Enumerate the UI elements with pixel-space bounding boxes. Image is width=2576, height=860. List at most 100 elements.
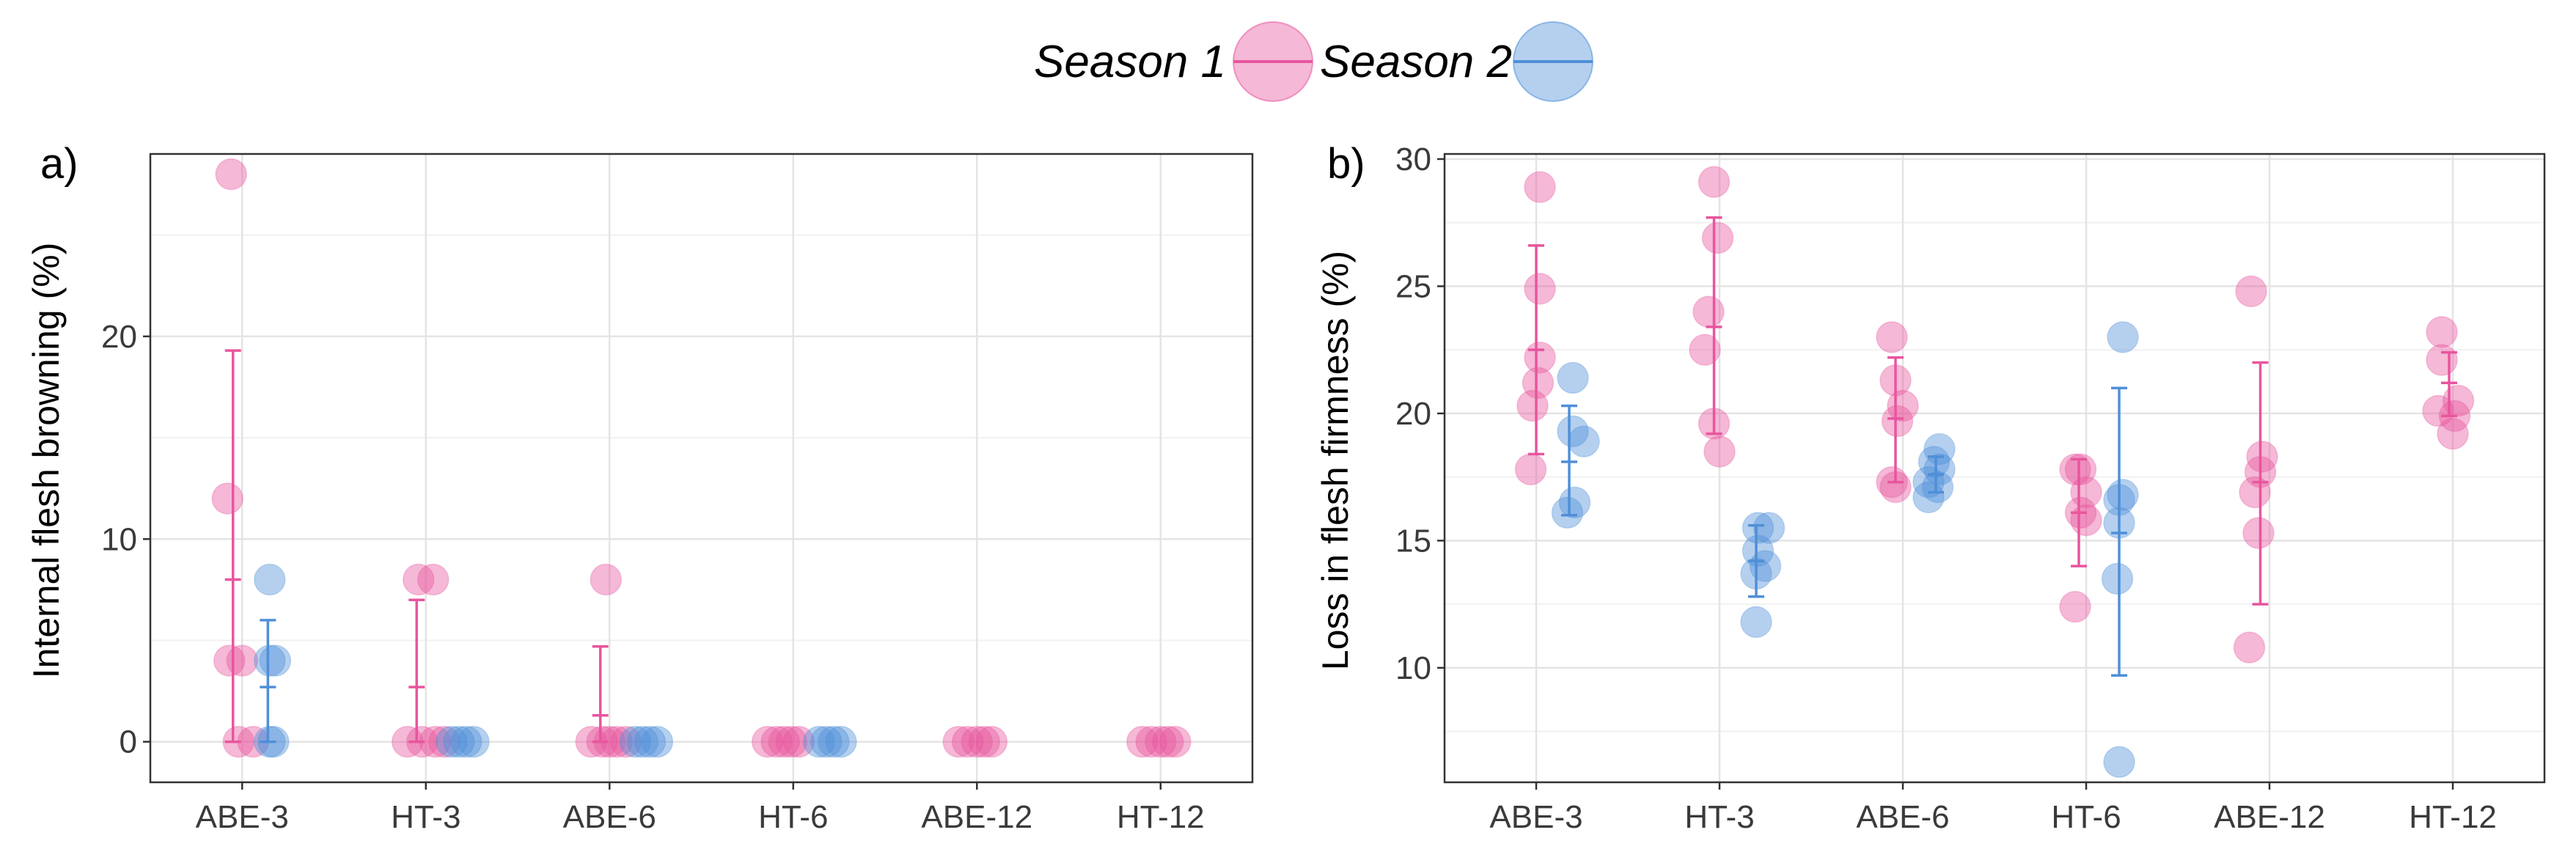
panel-a-point-season-1 <box>211 482 243 515</box>
panel-b-xtick-label: ABE-12 <box>2214 799 2325 835</box>
panel-a-ylabel: Internal flesh browning (%) <box>26 243 67 679</box>
panel-b-point-season-1 <box>2426 316 2458 348</box>
panel-b-errorbar-season-2 <box>1928 455 1944 494</box>
panel-b-errorbar-season-1 <box>2441 350 2457 418</box>
panel-a-point-season-1 <box>1152 725 1184 758</box>
panel-a-point-season-2 <box>810 725 843 758</box>
panel-b-errorbar-season-1 <box>2252 361 2269 606</box>
panel-a-point-season-2 <box>259 644 292 677</box>
panel-b-point-season-2 <box>1912 481 1945 514</box>
panel-b-point-season-1 <box>1689 334 1721 366</box>
panel-b-point-season-2 <box>2103 746 2135 778</box>
panel-b-point-season-1 <box>2059 590 2091 623</box>
panel-a-point-season-1 <box>782 725 815 758</box>
panel-b-point-season-1 <box>2235 275 2267 308</box>
panel-b-point-season-2 <box>1551 496 1584 529</box>
panel-b-point-season-2 <box>1742 512 1775 544</box>
legend: Season 1 Season 2 <box>1034 21 1593 102</box>
panel-a-point-season-2 <box>634 725 667 758</box>
panel-a-ytick-label: 10 <box>101 521 137 557</box>
panel-a-xtick-label: ABE-3 <box>196 799 289 835</box>
panel-a-point-season-1 <box>975 725 1008 758</box>
panel-b-point-season-1 <box>2070 504 2102 537</box>
panel-b-point-season-1 <box>1703 435 1736 468</box>
panel-b-point-season-2 <box>1557 415 1589 447</box>
panel-b-point-season-2 <box>1557 361 1589 394</box>
panel-a-point-season-1 <box>968 725 1001 758</box>
panel-a-point-season-1 <box>768 725 800 758</box>
legend-key-season-1 <box>1233 21 1313 102</box>
panel-a-point-season-1 <box>760 725 793 758</box>
panel-b-point-season-1 <box>2437 417 2469 450</box>
panel-b-label: b) <box>1327 140 1365 188</box>
panel-a-point-season-2 <box>458 725 490 758</box>
panel-b-point-season-1 <box>2064 453 2097 485</box>
panel-b-point-season-1 <box>1524 273 1556 305</box>
legend-key-season-2 <box>1513 21 1593 102</box>
panel-b-xtick-label: ABE-3 <box>1489 799 1582 835</box>
panel-a-point-season-2 <box>825 725 857 758</box>
panel-a-point-season-1 <box>428 725 460 758</box>
panel-a-point-season-1 <box>951 725 984 758</box>
panel-a-point-season-1 <box>402 563 435 596</box>
panel-a-point-season-1 <box>775 725 807 758</box>
panel-b-point-season-2 <box>2107 479 2139 511</box>
panel-a-point-season-1 <box>1135 725 1167 758</box>
panel-b-point-season-2 <box>1742 534 1775 567</box>
panel-a-point-season-2 <box>254 644 286 677</box>
panel-b-point-season-1 <box>1698 166 1731 198</box>
panel-b-ylabel: Loss in flesh firmness (%) <box>1315 251 1356 670</box>
panel-a-point-season-2 <box>641 725 674 758</box>
panel-b-xtick-label: HT-3 <box>1684 799 1754 835</box>
panel-b-point-season-1 <box>1881 405 1914 438</box>
panel-b-point-season-2 <box>2101 562 2134 595</box>
panel-a-point-season-2 <box>619 725 652 758</box>
panel-b-point-season-1 <box>1516 389 1549 422</box>
panel-b-point-season-1 <box>1514 453 1547 485</box>
panel-a-ytick-label: 0 <box>120 724 137 760</box>
panel-b-border <box>1443 152 2546 784</box>
panel-a-point-season-2 <box>450 725 482 758</box>
legend-label-season-1: Season 1 <box>1034 37 1226 87</box>
panel-b-plot: 10 15 20 25 30 ABE-3 HT-3 ABE-6 HT-6 ABE-12 HT-12 <box>1395 142 2546 835</box>
panel-a-point-season-1 <box>610 725 642 758</box>
panel-a-point-season-1 <box>942 725 975 758</box>
panel-a-point-season-1 <box>226 644 258 677</box>
panel-b-errorbar-season-2 <box>2111 386 2127 677</box>
panel-b-point-season-1 <box>2442 384 2475 417</box>
panel-b-point-season-1 <box>2242 517 2275 549</box>
panel-a-errorbar-season-1 <box>224 349 241 743</box>
panel-b-point-season-2 <box>2107 321 2139 353</box>
panel-a-point-season-1 <box>417 563 449 596</box>
panel-b-point-season-2 <box>1558 486 1591 519</box>
panel-b-ytick-label: 30 <box>1395 142 1431 177</box>
panel-a-errorbar-season-1 <box>592 645 609 743</box>
panel-b-errorbar-season-1 <box>1706 216 1722 435</box>
panel-b-ytick-label: 25 <box>1395 268 1431 304</box>
panel-b-errorbar-season-1 <box>2071 457 2087 567</box>
panel-b-point-season-1 <box>2239 476 2271 509</box>
panel-a-background <box>150 154 1252 782</box>
panel-a-point-season-1 <box>1145 725 1177 758</box>
panel-a-errorbar-season-2 <box>260 619 276 743</box>
panel-a-border <box>149 152 1254 784</box>
panel-b-ytick-label: 15 <box>1395 523 1431 559</box>
panel-a-point-season-2 <box>818 725 850 758</box>
panel-b-point-season-2 <box>1918 446 1951 478</box>
panel-b-point-season-1 <box>2422 394 2454 427</box>
panel-a-point-season-1 <box>961 725 993 758</box>
panel-a-xtick-label: ABE-12 <box>921 799 1032 835</box>
panel-a-xtick-label: HT-3 <box>391 799 460 835</box>
panel-b-ytick-label: 10 <box>1395 650 1431 686</box>
panel-a-plot: 0 10 20 ABE-3 HT-3 ABE-6 HT-6 ABE-12 HT-12 <box>101 152 1254 835</box>
panel-b-point-season-1 <box>2426 344 2458 376</box>
panel-a-point-season-1 <box>215 158 247 191</box>
panel-b-xtick-label: HT-6 <box>2051 799 2121 835</box>
panel-b-point-season-1 <box>1522 367 1555 400</box>
panel-b-point-season-2 <box>1740 606 1772 639</box>
panel-a-point-season-2 <box>443 725 475 758</box>
panel-b-errorbar-season-1 <box>1887 356 1904 484</box>
panel-b-errorbar-season-2 <box>1561 404 1577 517</box>
panel-a-point-season-2 <box>436 725 468 758</box>
